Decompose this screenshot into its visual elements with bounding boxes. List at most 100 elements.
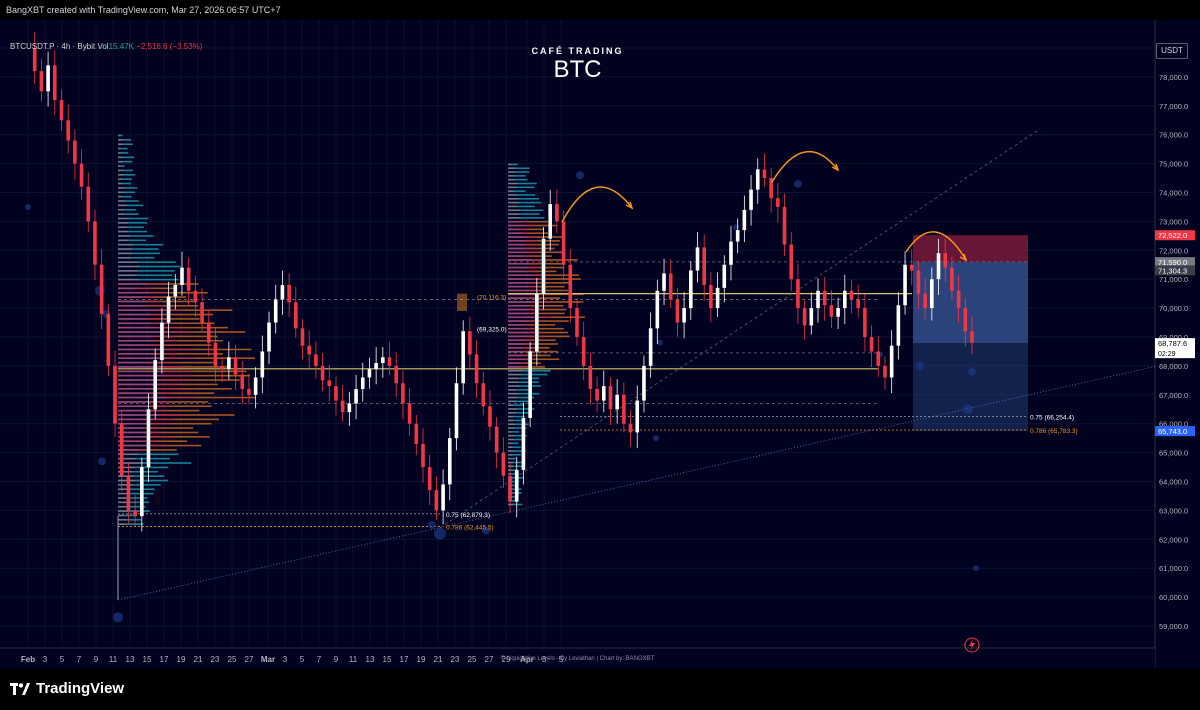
profile-bar [118, 488, 131, 491]
candle-body [802, 308, 807, 326]
profile-bar [508, 457, 511, 460]
profile-bar [524, 247, 555, 250]
profile-bar [123, 169, 133, 172]
profile-bar [118, 230, 129, 233]
profile-bar [508, 308, 541, 311]
candle-body [233, 357, 238, 375]
profile-bar [132, 252, 161, 255]
profile-bar [121, 152, 129, 154]
lightning-icon[interactable] [964, 637, 980, 653]
profile-bar [118, 431, 163, 434]
profile-bar [127, 226, 144, 229]
profile-bar [532, 274, 579, 277]
arc-arrowhead [831, 163, 840, 172]
candle-body [106, 313, 111, 366]
candle-body [447, 438, 452, 485]
profile-bar [118, 278, 140, 281]
candle-body [749, 189, 753, 210]
profile-bar [513, 419, 525, 422]
profile-bar [525, 358, 560, 361]
candle-body [755, 169, 760, 190]
time-tick-label: 7 [317, 655, 322, 664]
profile-bar [522, 369, 551, 372]
profile-bar [151, 392, 215, 394]
candle-body [488, 406, 492, 427]
chart-pane[interactable]: (70,116.3) (69,325.0) 0.75 (62,879.3) 0.786… [0, 20, 1200, 668]
profile-bar [150, 422, 212, 425]
profile-bar [118, 414, 184, 416]
price-tick-label: 76,000.0 [1159, 131, 1188, 140]
profile-bar [118, 226, 128, 229]
profile-bar [118, 204, 127, 207]
candle-body [622, 394, 626, 424]
profile-bar [517, 205, 535, 208]
profile-bar [517, 408, 535, 410]
candle-body [923, 293, 927, 309]
profile-bar [142, 440, 187, 442]
time-tick-label: 23 [211, 655, 220, 664]
profile-bar [132, 248, 159, 250]
profile-bar [125, 213, 139, 215]
candle-body [514, 469, 519, 502]
currency-button[interactable]: USDT [1156, 43, 1188, 59]
price-chart[interactable]: (70,116.3) (69,325.0) 0.75 (62,879.3) 0.786… [0, 20, 1200, 668]
profile-bar [508, 373, 522, 376]
profile-bar [508, 236, 539, 238]
candle-body [722, 264, 727, 288]
profile-bar [508, 431, 512, 433]
candle-body [601, 386, 606, 401]
candle-body [360, 377, 365, 390]
time-tick-label: 27 [485, 655, 494, 664]
profile-bar [508, 442, 512, 445]
profile-bar [130, 235, 154, 237]
tradingview-brand[interactable]: TradingView [10, 680, 124, 697]
candle-body [93, 221, 97, 265]
profile-bar [123, 143, 133, 146]
price-tick-label: 68,000.0 [1159, 362, 1188, 371]
profile-bar [522, 232, 549, 234]
profile-bar [511, 442, 519, 445]
profile-bar [149, 401, 209, 403]
symbol-info[interactable]: BTCUSDT.P · 4h · Bybit [10, 42, 96, 51]
candle-body [628, 423, 633, 433]
profile-bar [150, 344, 212, 346]
time-tick-label: 19 [177, 655, 186, 664]
candle-body [153, 360, 158, 410]
candle-body [568, 264, 573, 309]
candle-body [909, 264, 914, 271]
profile-bar [139, 278, 179, 281]
time-tick-label: 21 [194, 655, 203, 664]
candle-body [528, 351, 532, 418]
time-tick-label: 25 [468, 655, 477, 664]
profile-bar [508, 293, 551, 296]
candle-body [668, 273, 673, 300]
candle-body [260, 351, 265, 378]
candle-body [822, 290, 827, 306]
position-target-zone-lower [913, 343, 1028, 432]
profile-bar [508, 454, 513, 456]
profile-bar [118, 182, 123, 185]
candle-body [300, 328, 305, 346]
profile-bar [508, 335, 543, 338]
profile-bar [118, 523, 127, 525]
profile-bar [519, 201, 542, 204]
candle-body [608, 386, 613, 410]
profile-bar [511, 163, 518, 166]
profile-bar [118, 239, 128, 242]
profile-bar [508, 224, 536, 227]
profile-bar [517, 186, 535, 189]
candle-body [374, 363, 378, 369]
profile-bar [524, 324, 556, 326]
candle-body [702, 247, 706, 285]
profile-bar [520, 228, 545, 231]
profile-bar [513, 461, 523, 464]
profile-bar [511, 431, 520, 433]
price-tick-label: 62,000.0 [1159, 535, 1188, 544]
profile-bar [118, 475, 135, 477]
time-tick-label: 5 [300, 655, 305, 664]
candle-body [662, 273, 666, 291]
price-badge-label: 68,787.6 [1158, 339, 1187, 348]
profile-bar [508, 438, 514, 441]
profile-bar [130, 256, 155, 259]
profile-bar [528, 308, 567, 311]
